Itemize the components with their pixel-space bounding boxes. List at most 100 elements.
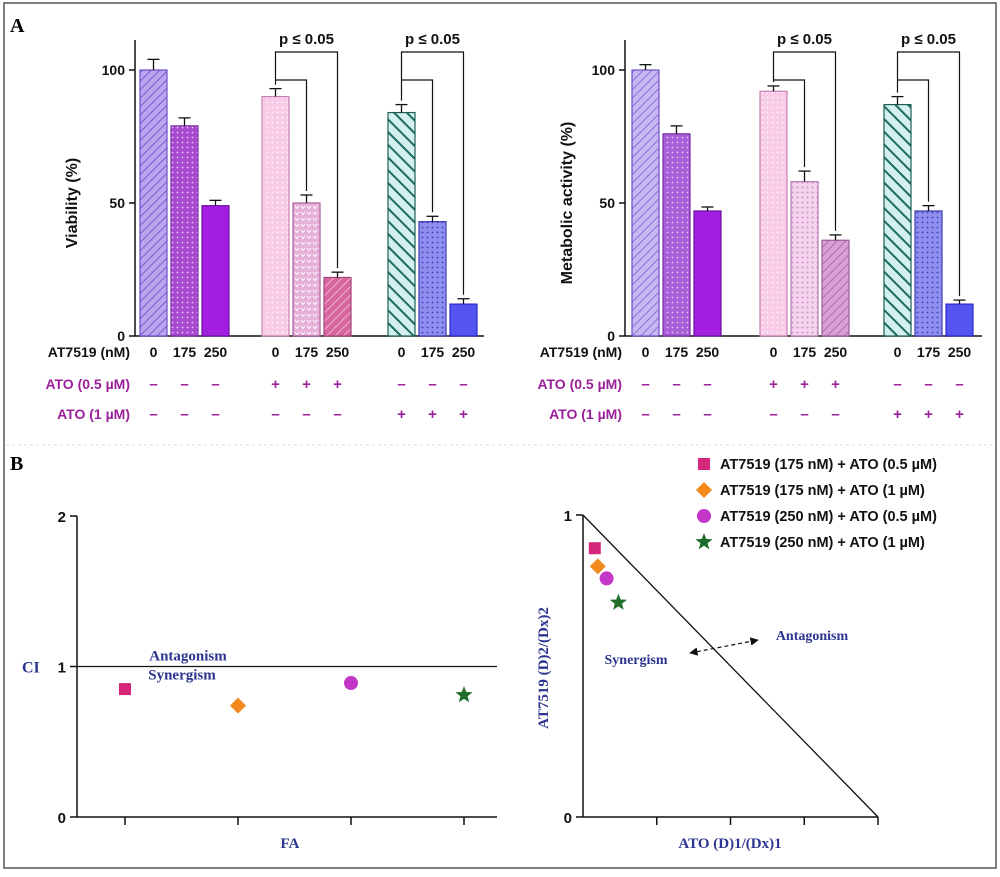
at7519-dose-label: 175 [917,344,941,360]
at7519-dose-label: 175 [421,344,445,360]
antagonism-label: Antagonism [776,629,849,644]
data-point-square [588,542,601,555]
ato-05-sign: – [428,376,436,393]
significance-bracket [401,79,434,213]
ato-05-sign: – [924,376,932,393]
isobologram-plot: 0 1 Synergism Antagonism AT7519 (D)2/(Dx)2 AT… [536,508,879,852]
legend-label: AT7519 (250 nM) + ATO (0.5 µM) [720,509,937,525]
row-label: ATO (0.5 µM) [45,376,130,392]
ato-1-sign: – [271,406,279,423]
significance-bracket [772,51,837,231]
significance-bracket [274,51,339,269]
significance-bracket [897,79,930,202]
ato-1-sign: – [149,406,157,423]
synergism-antagonism-arrow [689,637,759,656]
data-point-circle [599,571,614,586]
data-point-square [119,683,131,696]
ci-scatter-plot: 0 1 2 CI Antagonism Synergism FA [22,509,497,852]
bar [883,103,912,337]
data-point-star [609,593,627,610]
ato-05-sign: + [831,376,840,393]
ato-1-sign: + [924,406,933,423]
at7519-dose-label: 0 [398,344,406,360]
ato-1-sign: + [397,406,406,423]
bar [139,69,168,337]
ato-05-sign: – [672,376,680,393]
p-value-label: p ≤ 0.05 [901,31,956,48]
p-value-label: p ≤ 0.05 [405,31,460,48]
ato-05-sign: + [333,376,342,393]
at7519-dose-label: 0 [770,344,778,360]
bar [945,303,974,337]
y-tick-label: 50 [599,195,615,211]
at7519-dose-label: 0 [272,344,280,360]
y-axis-label: AT7519 (D)2/(Dx)2 [536,607,552,729]
ato-05-sign: – [955,376,963,393]
legend-label: AT7519 (250 nM) + ATO (1 µM) [720,535,925,551]
panel-label-b: B [10,453,23,475]
bar [821,239,850,337]
at7519-dose-label: 175 [793,344,817,360]
significance-bracket [896,51,961,297]
ato-05-sign: – [211,376,219,393]
ato-1-sign: – [302,406,310,423]
p-value-label: p ≤ 0.05 [279,31,334,48]
at7519-dose-label: 0 [642,344,650,360]
bar [693,210,722,337]
bar [449,303,478,337]
ato-05-sign: – [459,376,467,393]
data-point-diamond [589,558,606,575]
data-point-diamond [230,697,246,714]
ato-1-sign: – [211,406,219,423]
at7519-dose-label: 175 [665,344,689,360]
ato-1-sign: – [769,406,777,423]
row-label: ATO (1 µM) [57,406,130,422]
ato-1-sign: + [955,406,964,423]
bar [323,276,352,337]
at7519-dose-label: 250 [326,344,350,360]
legend: AT7519 (175 nM) + ATO (0.5 µM) AT7519 (17… [695,457,937,551]
bar [418,221,447,337]
y-tick-label: 50 [109,195,125,211]
row-label: AT7519 (nM) [540,344,622,360]
ato-05-sign: + [800,376,809,393]
significance-bracket [773,79,806,168]
ato-1-sign: + [428,406,437,423]
at7519-dose-label: 175 [173,344,197,360]
figure-frame [3,2,997,869]
ato-1-sign: – [641,406,649,423]
y-tick-label: 0 [607,328,615,344]
at7519-dose-label: 0 [894,344,902,360]
data-point-circle [344,676,358,691]
ato-1-sign: – [180,406,188,423]
y-tick-label: 100 [102,62,126,78]
bar [631,69,660,337]
bar [759,90,788,337]
ato-1-sign: – [703,406,711,423]
p-value-label: p ≤ 0.05 [777,31,832,48]
ato-05-sign: + [769,376,778,393]
y-tick-label: 100 [592,62,616,78]
bar [201,205,230,337]
at7519-dose-label: 250 [452,344,476,360]
at7519-dose-label: 250 [948,344,972,360]
ato-05-sign: – [397,376,405,393]
bar [790,181,819,337]
ato-1-sign: – [333,406,341,423]
legend-label: AT7519 (175 nM) + ATO (0.5 µM) [720,457,937,473]
bar [387,111,416,337]
legend-marker-diamond [696,482,712,498]
y-tick-label: 1 [564,508,572,525]
bar [662,133,691,337]
y-tick-label: 0 [58,810,66,827]
ato-05-sign: + [302,376,311,393]
at7519-dose-label: 0 [150,344,158,360]
y-tick-label: 1 [58,660,66,677]
data-point-star [455,686,473,703]
ato-05-sign: – [641,376,649,393]
bar [292,202,321,337]
row-label: ATO (0.5 µM) [537,376,622,392]
x-axis-label: ATO (D)1/(Dx)1 [678,836,781,852]
